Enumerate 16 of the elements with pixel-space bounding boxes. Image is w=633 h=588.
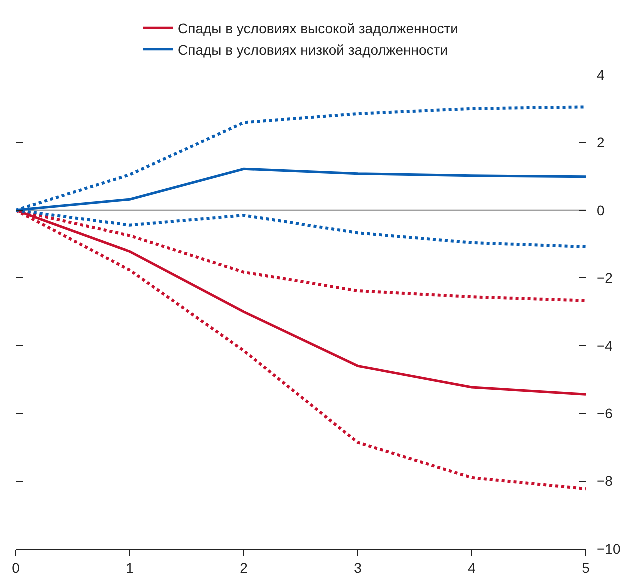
x-tick-label: 3 <box>354 560 362 576</box>
y-tick-label: 0 <box>597 202 605 218</box>
y-tick-label: −4 <box>597 338 614 354</box>
legend-label: Спады в условиях высокой задолженности <box>178 20 458 37</box>
x-tick-label: 2 <box>240 560 248 576</box>
y-tick-label: −10 <box>597 540 621 557</box>
y-tick-label: −6 <box>597 405 614 422</box>
y-tick-label: 2 <box>597 134 605 151</box>
legend-label: Спады в условиях низкой задолженности <box>178 42 448 58</box>
y-tick-label: 4 <box>597 66 605 83</box>
y-tick-label: −2 <box>597 270 614 286</box>
y-tick-label: −8 <box>597 473 614 490</box>
x-tick-label: 1 <box>126 560 134 576</box>
x-tick-label: 5 <box>582 560 590 576</box>
x-tick-label: 4 <box>468 560 476 576</box>
x-tick-label: 0 <box>12 560 20 576</box>
